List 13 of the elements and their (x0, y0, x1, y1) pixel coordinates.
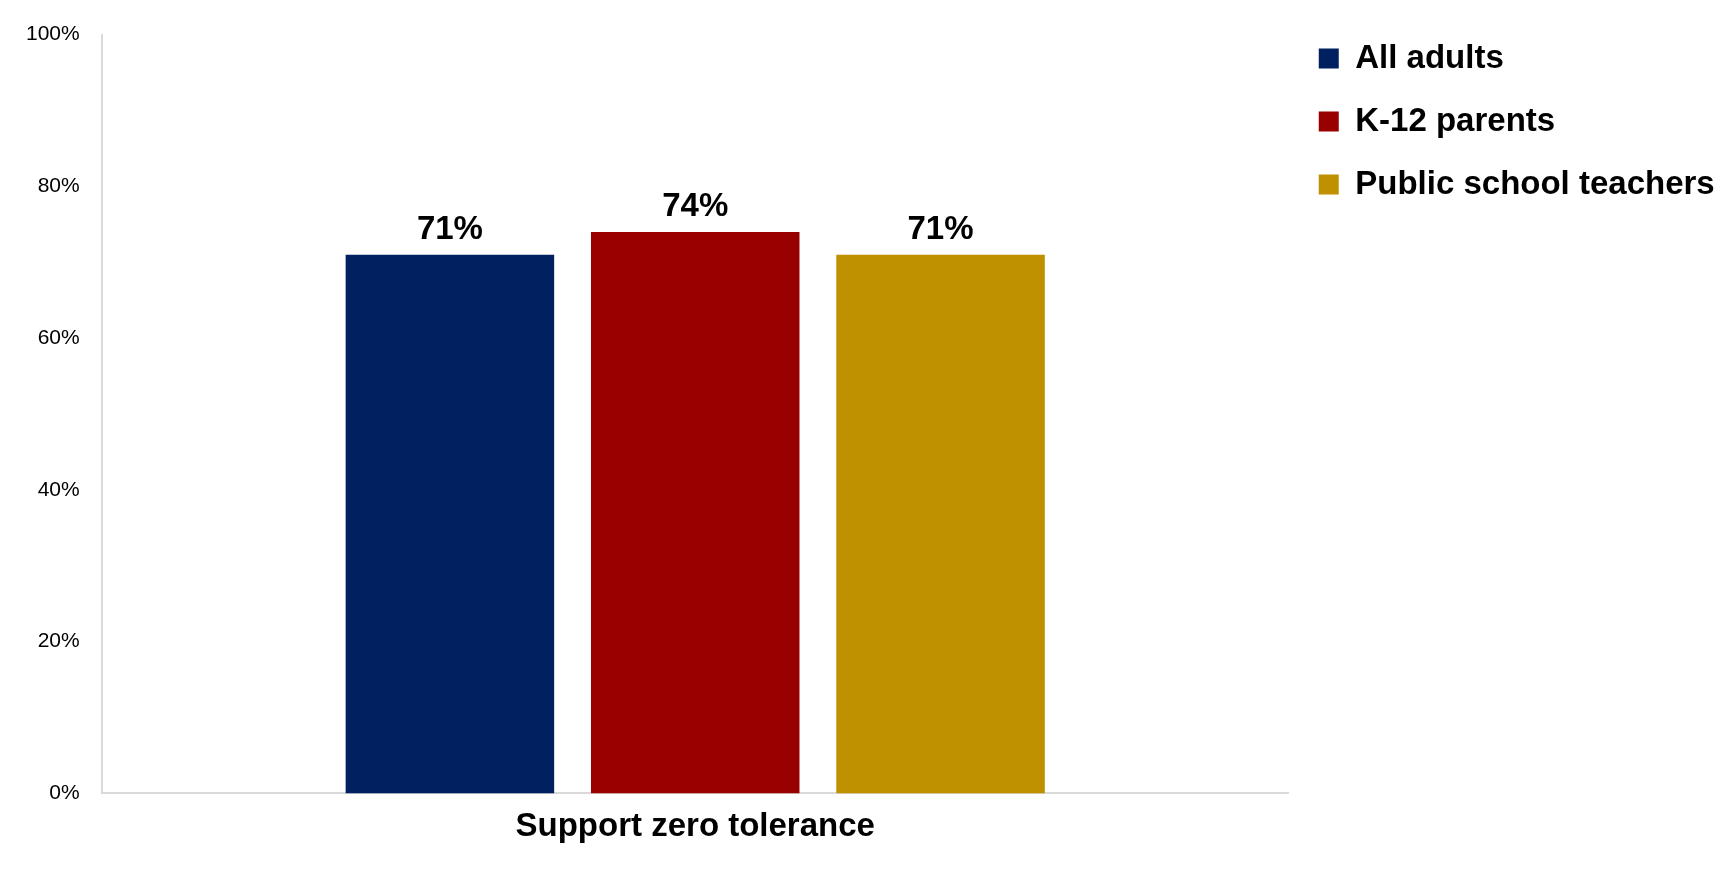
legend-label: K-12 parents (1355, 100, 1556, 138)
y-tick-label: 80% (37, 173, 80, 197)
x-tick-label: Support zero tolerance (515, 806, 875, 844)
y-tick-label: 60% (37, 324, 80, 348)
data-label: 71% (416, 209, 483, 247)
legend-label: All adults (1355, 37, 1504, 75)
legend-label: Public school teachers (1355, 163, 1715, 201)
y-tick-label: 100% (25, 21, 80, 45)
y-tick-label: 20% (37, 628, 80, 652)
y-tick-label: 0% (49, 780, 80, 804)
y-tick-label: 40% (37, 476, 80, 500)
data-label: 74% (662, 186, 729, 224)
data-label: 71% (907, 209, 974, 247)
